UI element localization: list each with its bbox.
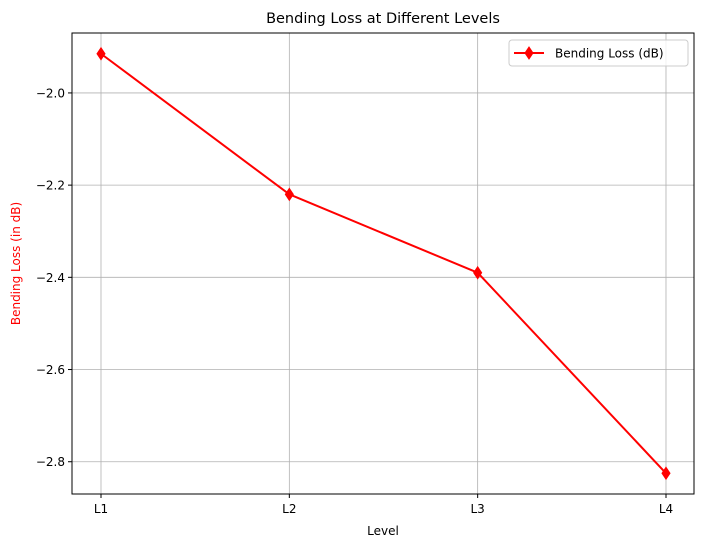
x-tick-label: L1 — [94, 502, 108, 516]
y-tick-label: −2.6 — [36, 363, 65, 377]
chart-title: Bending Loss at Different Levels — [266, 11, 500, 27]
x-tick-label: L4 — [659, 502, 673, 516]
axes: L1 L2 L3 L4 −2.0 −2.2 −2.4 −2.6 −2.8 — [36, 86, 673, 516]
y-tick-label: −2.8 — [36, 455, 65, 469]
legend-box — [508, 39, 689, 67]
legend-diamond-marker — [524, 46, 534, 60]
x-tick-label: L2 — [282, 502, 296, 516]
data-point-marker — [96, 46, 106, 61]
x-tick-label: L3 — [470, 502, 484, 516]
grid-lines — [72, 33, 694, 494]
data-point-marker — [661, 466, 671, 481]
legend: Bending Loss (dB) — [508, 39, 689, 67]
y-tick-label: −2.0 — [36, 86, 65, 100]
data-point-marker — [473, 265, 483, 280]
y-axis-label: Bending Loss (in dB) — [9, 202, 23, 325]
series-line — [100, 52, 667, 474]
y-tick-label: −2.4 — [36, 271, 65, 285]
data-point-marker — [284, 187, 294, 202]
plot-area-frame — [71, 32, 695, 495]
series-layer — [96, 46, 671, 481]
x-axis-label: Level — [367, 524, 399, 538]
legend-label: Bending Loss (dB) — [555, 47, 664, 61]
y-tick-label: −2.2 — [36, 179, 65, 193]
